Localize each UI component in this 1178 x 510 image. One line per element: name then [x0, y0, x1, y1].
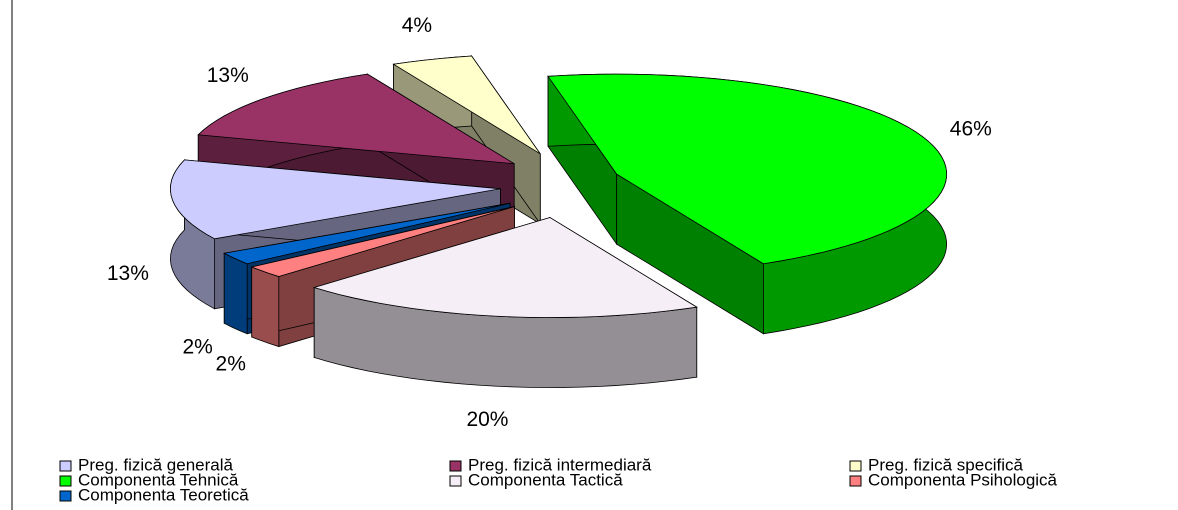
data-label: 4%	[402, 14, 432, 37]
legend-swatch	[449, 475, 462, 487]
slice-top	[197, 73, 515, 165]
slice-top	[312, 217, 698, 318]
data-label: 46%	[950, 117, 992, 140]
slice-top	[250, 206, 515, 277]
slice-top	[222, 202, 511, 265]
data-label: 2%	[182, 336, 212, 359]
slice-side	[223, 252, 248, 335]
data-label: 20%	[466, 408, 508, 431]
legend-label: Preg. fizică specifică	[868, 455, 1023, 474]
data-label: 2%	[216, 352, 246, 375]
legend-swatch	[449, 460, 462, 472]
slice-top	[547, 73, 947, 265]
legend-label: Preg. fizică intermediară	[468, 455, 652, 474]
legend-swatch	[849, 460, 862, 472]
legend-swatch	[59, 475, 72, 487]
data-label: 13%	[207, 64, 249, 87]
legend-label: Componenta Tehnică	[78, 470, 239, 489]
legend-label: Componenta Psihologică	[868, 470, 1058, 489]
slice-top	[170, 159, 501, 240]
legend-label: Componenta Teoretică	[78, 485, 249, 504]
legend-label: Componenta Tactică	[468, 470, 623, 489]
legend-swatch	[849, 475, 862, 487]
legend-swatch	[59, 490, 72, 502]
legend-label: Preg. fizică generală	[78, 455, 234, 474]
slice-top	[392, 55, 541, 155]
legend-swatch	[59, 460, 72, 472]
data-label: 13%	[107, 262, 149, 285]
slice-side	[251, 266, 280, 348]
